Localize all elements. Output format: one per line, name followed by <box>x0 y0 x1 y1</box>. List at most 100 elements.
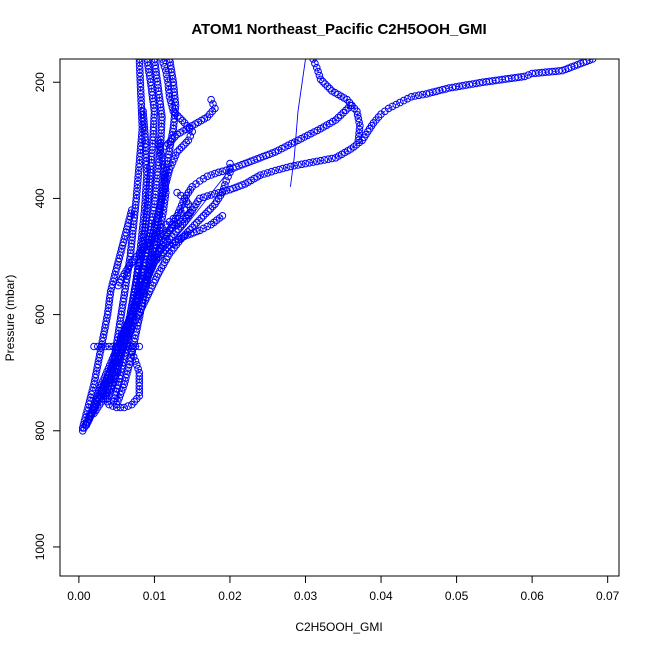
data-point <box>133 361 141 369</box>
data-point <box>182 138 190 147</box>
data-point <box>399 96 408 105</box>
data-point <box>355 118 363 126</box>
data-point <box>319 77 327 86</box>
data-point <box>224 172 232 181</box>
y-tick-label: 400 <box>33 188 47 208</box>
series-connector <box>82 209 133 429</box>
data-point <box>313 157 321 166</box>
data-point <box>82 410 90 419</box>
data-point <box>313 63 321 72</box>
data-point <box>339 108 348 117</box>
data-point <box>167 162 175 170</box>
data-point <box>320 156 329 164</box>
data-point <box>133 265 142 274</box>
data-point <box>103 395 112 403</box>
x-tick-label: 0.00 <box>67 589 91 603</box>
data-point <box>323 82 332 91</box>
data-point <box>112 371 120 380</box>
data-point <box>211 190 219 198</box>
data-point <box>355 129 363 137</box>
data-point <box>271 166 280 175</box>
data-point <box>331 154 340 162</box>
data-point <box>219 184 228 193</box>
data-point <box>116 403 125 412</box>
data-point <box>207 171 215 179</box>
data-point <box>176 205 184 213</box>
data-point <box>88 387 97 395</box>
data-point <box>123 370 131 379</box>
data-point <box>155 230 163 239</box>
data-point <box>195 216 203 225</box>
data-point <box>192 219 201 227</box>
data-point <box>111 374 119 383</box>
data-point <box>188 206 196 214</box>
x-tick-label: 0.05 <box>445 589 469 603</box>
data-point <box>173 130 181 139</box>
data-point <box>204 207 212 215</box>
data-point <box>199 212 208 220</box>
data-point <box>388 102 397 111</box>
y-tick-label: 200 <box>33 72 47 92</box>
series-connector <box>146 140 167 280</box>
data-point <box>105 400 113 409</box>
data-point <box>157 216 166 225</box>
data-point <box>173 148 181 156</box>
x-tick-label: 0.06 <box>520 589 544 603</box>
data-point <box>155 143 164 152</box>
data-point <box>396 98 404 107</box>
data-point <box>131 357 140 365</box>
data-point <box>83 407 91 415</box>
data-point <box>134 365 142 373</box>
chart-title: ATOM1 Northeast_Pacific C2H5OOH_GMI <box>191 21 486 38</box>
data-point <box>180 141 188 149</box>
data-point <box>279 164 287 173</box>
series-connector <box>157 192 193 240</box>
x-tick-label: 0.03 <box>294 589 318 603</box>
x-tick-label: 0.01 <box>143 589 167 603</box>
data-point <box>128 348 136 357</box>
data-point <box>207 95 215 104</box>
data-point <box>165 93 174 101</box>
data-point <box>211 200 219 208</box>
data-point <box>392 100 401 109</box>
x-tick-label: 0.07 <box>596 589 620 603</box>
data-point <box>135 251 144 260</box>
data-point <box>415 91 423 100</box>
data-point <box>135 342 144 351</box>
data-point <box>353 107 361 116</box>
data-point <box>155 227 164 235</box>
data-point <box>309 59 317 63</box>
data-point <box>411 92 419 100</box>
data-point <box>135 254 143 263</box>
data-point <box>151 248 159 256</box>
data-point <box>146 265 154 274</box>
data-point <box>207 220 215 229</box>
data-point <box>85 400 93 409</box>
data-point <box>315 71 324 80</box>
data-point <box>316 156 325 165</box>
data-point <box>202 209 210 218</box>
data-point <box>203 172 212 181</box>
data-point <box>355 132 363 141</box>
data-point <box>105 342 113 351</box>
x-axis-label: C2H5OOH_GMI <box>295 620 382 634</box>
series-group <box>143 136 170 284</box>
data-point <box>163 243 172 252</box>
data-point <box>301 159 310 168</box>
data-point <box>134 262 142 270</box>
data-point <box>153 237 162 246</box>
data-point <box>81 413 90 422</box>
data-point <box>123 367 132 375</box>
data-point <box>112 403 121 412</box>
data-point <box>208 202 217 211</box>
data-point <box>354 136 363 145</box>
data-point <box>120 403 128 412</box>
data-point <box>78 424 87 432</box>
data-point <box>418 90 427 99</box>
data-point <box>218 167 227 176</box>
data-point <box>422 90 431 98</box>
data-point <box>425 89 434 97</box>
data-point <box>149 254 157 263</box>
